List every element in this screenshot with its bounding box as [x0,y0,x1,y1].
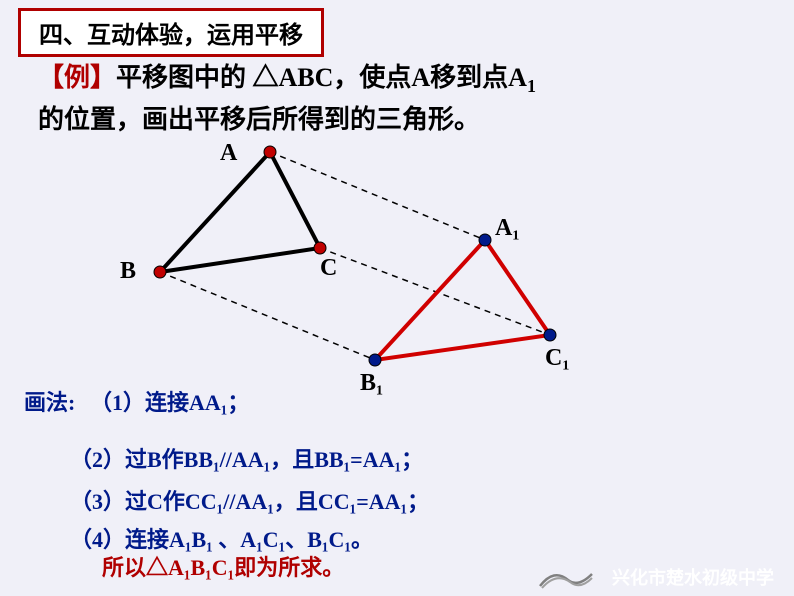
step-1: （1）连接AA₁； [90,385,249,417]
dash-c-c1 [320,248,550,335]
problem-line2: 的位置，画出平移后所得到的三角形。 [38,105,480,134]
label-a1: A₁ [495,215,520,241]
geometry-diagram: A B C A₁ B₁ C₁ [100,140,700,400]
label-c1: C₁ [545,345,570,371]
vertex-b [154,266,166,278]
method-label: 画法: [24,385,75,417]
problem-sub1: 1 [527,76,536,96]
problem-line1: 平移图中的 △ABC，使点A移到点A [116,63,527,92]
vertex-a1 [479,234,491,246]
vertex-b1 [369,354,381,366]
label-b1: B₁ [360,370,383,396]
step-3: （3）过C作CC₁//AA₁，且CC₁=AA₁； [70,484,429,516]
triangle-abc [160,152,320,272]
problem-statement: 【例】平移图中的 △ABC，使点A移到点A1 的位置，画出平移后所得到的三角形。 [38,58,536,139]
label-c: C [320,255,337,281]
label-a: A [220,140,238,166]
vertex-c [314,242,326,254]
section-title: 四、互动体验，运用平移 [18,8,324,57]
label-b: B [120,258,136,284]
step-2: （2）过B作BB₁//AA₁，且BB₁=AA₁； [70,442,423,474]
school-logo [538,560,594,590]
dash-a-a1 [270,152,485,240]
vertex-c1 [544,329,556,341]
triangle-a1b1c1 [375,240,550,360]
dash-b-b1 [160,272,375,360]
conclusion: 所以△A₁B₁C₁即为所求。 [102,550,344,582]
example-marker: 【例】 [38,63,116,92]
school-name: 兴化市楚水初级中学 [612,564,774,590]
vertex-a [264,146,276,158]
